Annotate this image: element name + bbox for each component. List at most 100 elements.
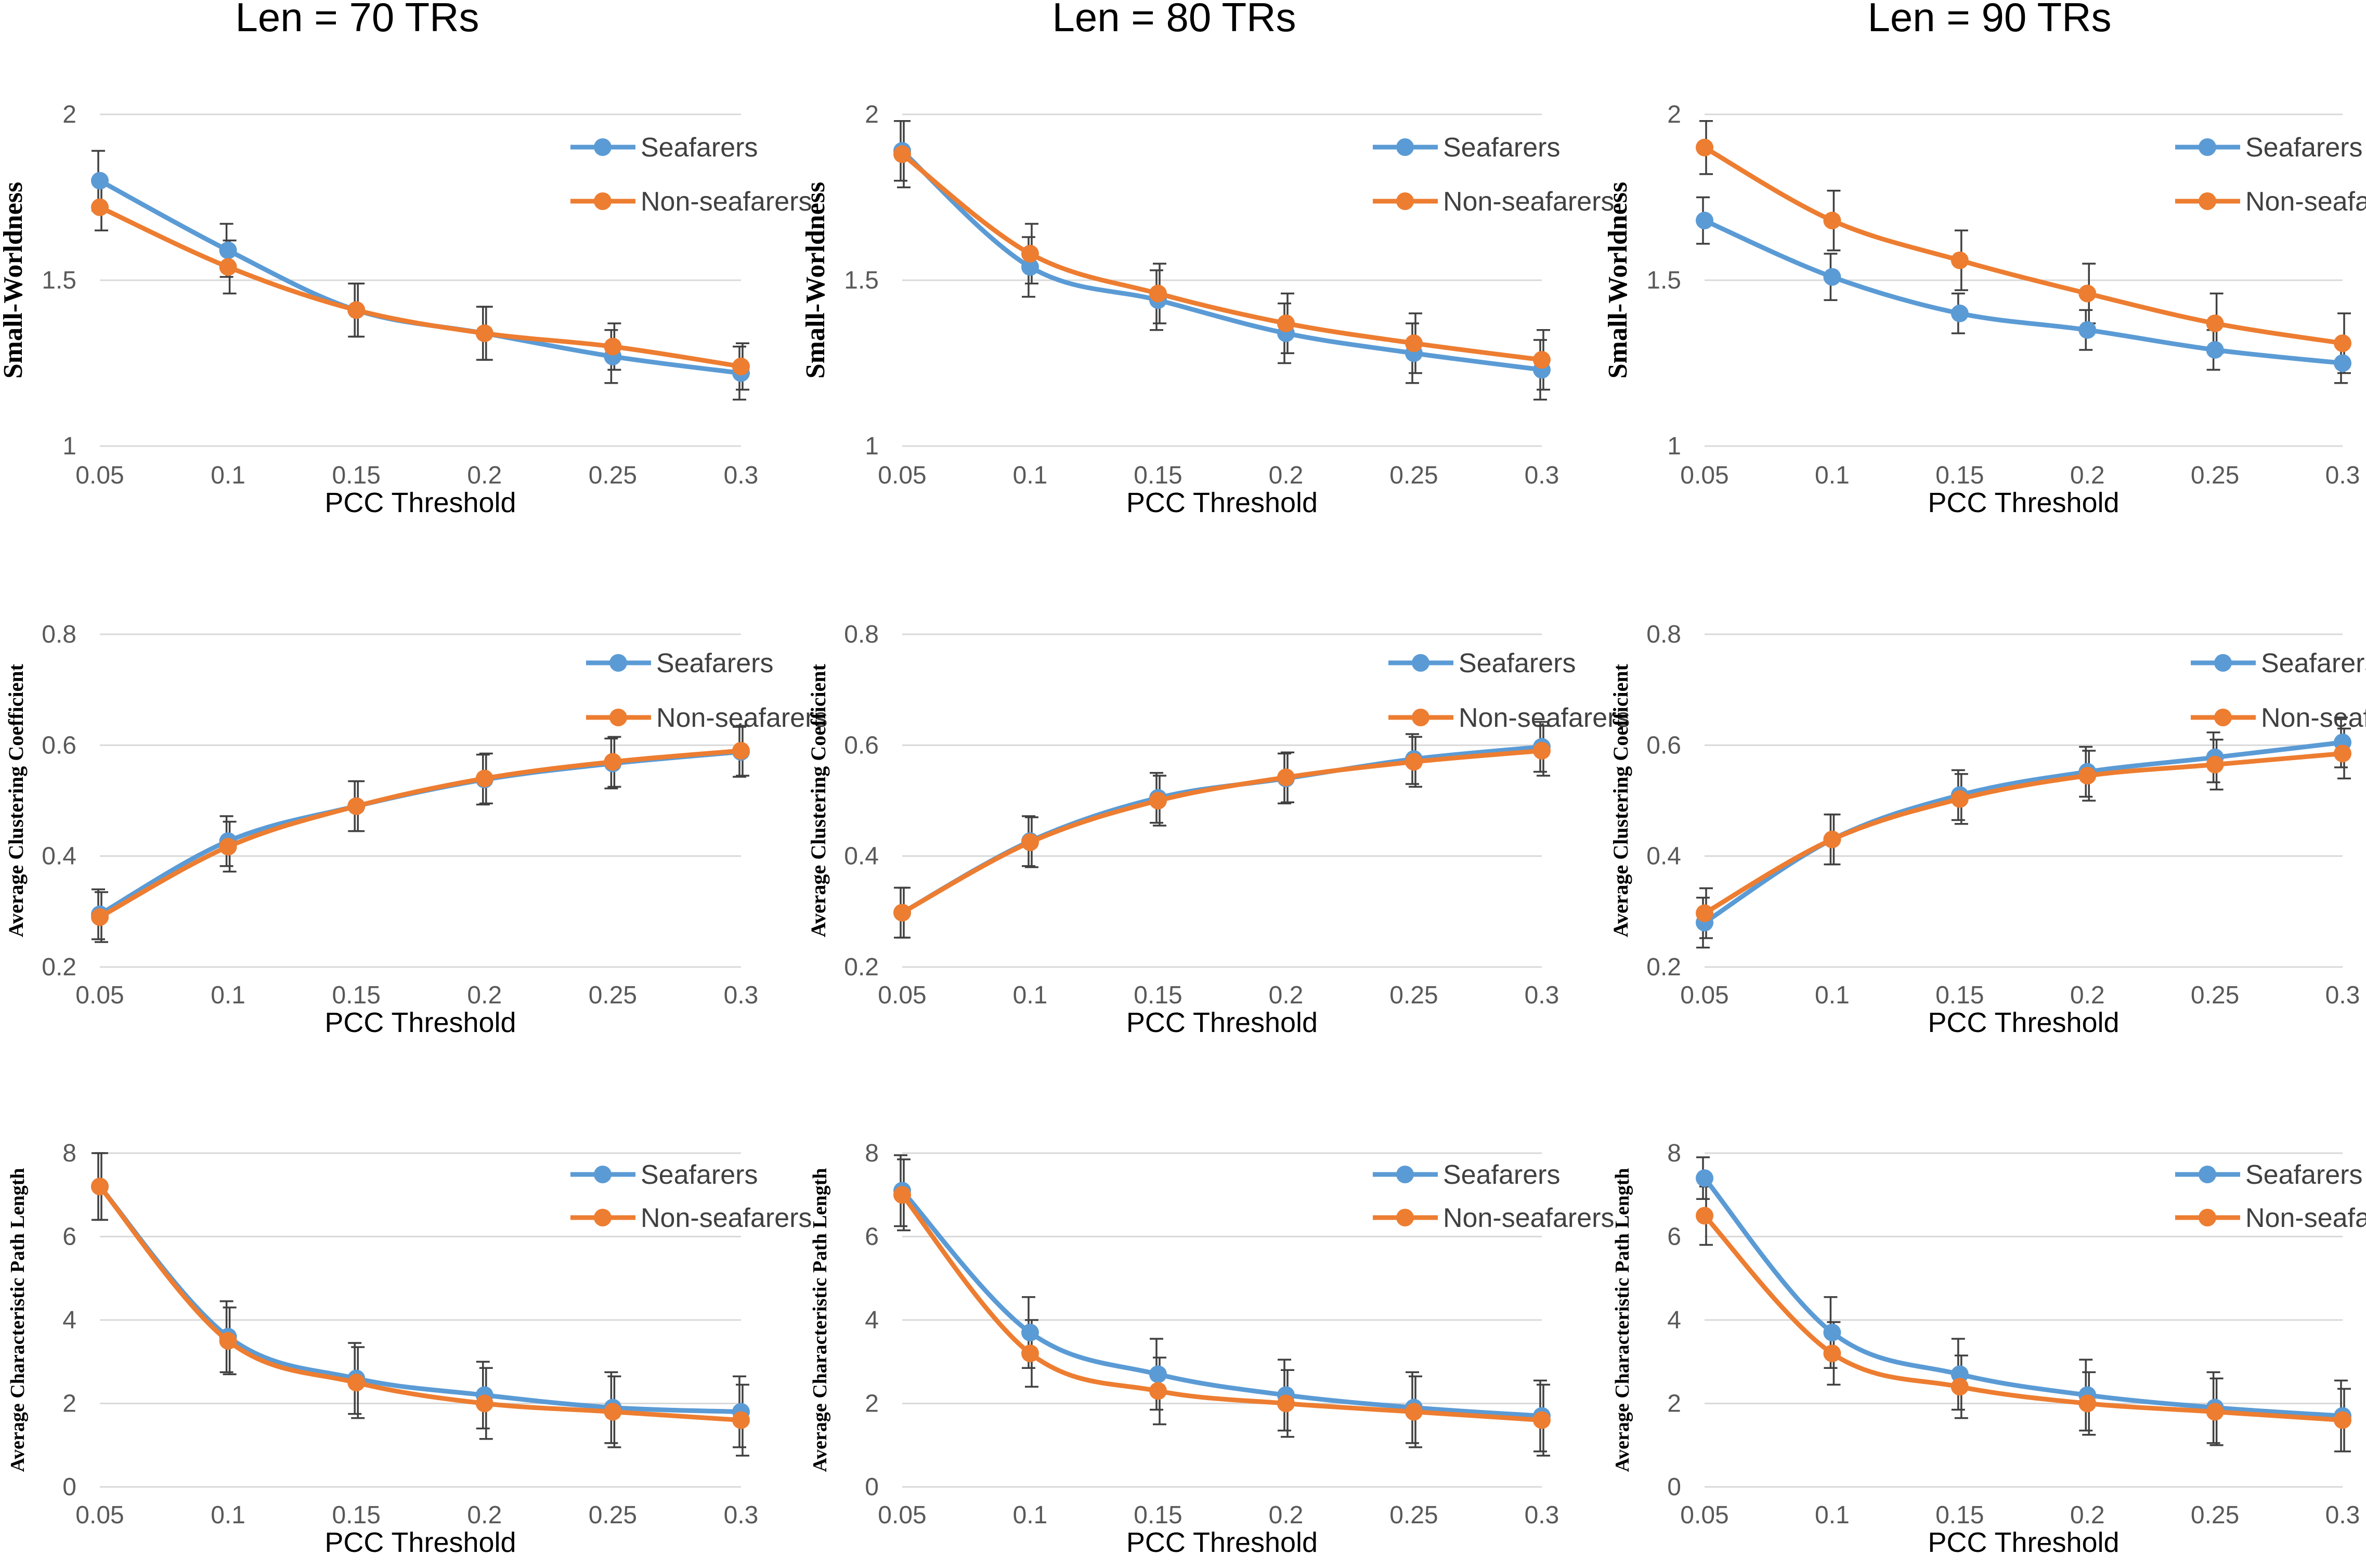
x-tick-label: 0.2 bbox=[467, 982, 502, 1009]
data-point-non-seafarers bbox=[893, 904, 911, 922]
data-point-non-seafarers bbox=[604, 753, 622, 771]
x-axis-label: PCC Threshold bbox=[324, 487, 516, 518]
legend-label: Non-seafarers bbox=[1443, 187, 1614, 217]
chart-small-worldness-len70: 1 1.5 2 0.05 0.1 0.15 0.2 0.25 0.3 PCC Threshold S… bbox=[0, 101, 812, 518]
legend-entry-non-seafarers: Non-seafarers bbox=[2175, 187, 2366, 217]
x-tick-label: 0.15 bbox=[332, 462, 380, 489]
data-point-seafarers bbox=[2078, 321, 2097, 339]
y-tick-label: 2 bbox=[865, 1390, 879, 1418]
data-point-non-seafarers bbox=[1696, 138, 1713, 156]
x-tick-label: 0.05 bbox=[1680, 1501, 1728, 1529]
legend-swatch-marker bbox=[594, 1209, 612, 1226]
x-tick-label: 0.15 bbox=[1134, 982, 1182, 1009]
x-tick-label: 0.25 bbox=[1389, 982, 1438, 1009]
legend-swatch-marker bbox=[1396, 1166, 1414, 1183]
y-axis-label: Average Clustering Coefficient bbox=[807, 663, 830, 937]
data-point-non-seafarers bbox=[2334, 1411, 2351, 1429]
legend-swatch-marker bbox=[1396, 1209, 1414, 1226]
x-tick-label: 0.3 bbox=[2325, 982, 2360, 1009]
data-point-non-seafarers bbox=[2078, 284, 2097, 303]
x-tick-label: 0.1 bbox=[1815, 982, 1850, 1009]
data-point-non-seafarers bbox=[1951, 1378, 1969, 1396]
legend-entry-seafarers: Seafarers bbox=[1373, 133, 1560, 163]
data-point-non-seafarers bbox=[604, 337, 622, 356]
data-point-non-seafarers bbox=[475, 769, 493, 788]
y-tick-label: 0.8 bbox=[42, 621, 76, 648]
chart-small-worldness-len90: 1 1.5 2 0.05 0.1 0.15 0.2 0.25 0.3 PCC Threshold S… bbox=[1603, 101, 2366, 518]
x-tick-label: 0.25 bbox=[2191, 462, 2239, 489]
x-tick-label: 0.1 bbox=[211, 462, 245, 489]
legend-swatch-marker bbox=[1412, 709, 1429, 726]
data-point-non-seafarers bbox=[91, 1178, 109, 1196]
data-point-non-seafarers bbox=[732, 357, 750, 375]
x-tick-label: 0.1 bbox=[1815, 1501, 1850, 1529]
series-line-non-seafarers bbox=[900, 1192, 1544, 1423]
data-point-seafarers bbox=[1021, 1324, 1039, 1342]
legend-swatch-marker bbox=[2214, 709, 2232, 726]
data-point-non-seafarers bbox=[91, 198, 109, 216]
column-title-len-90: Len = 90 TRs bbox=[1867, 0, 2111, 40]
x-tick-label: 0.25 bbox=[2191, 1501, 2239, 1529]
data-point-seafarers bbox=[1696, 1169, 1713, 1187]
legend-swatch-marker bbox=[594, 1166, 612, 1183]
series-line-seafarers bbox=[900, 1188, 1544, 1419]
data-point-non-seafarers bbox=[1149, 1382, 1167, 1400]
data-point-non-seafarers bbox=[1149, 792, 1167, 809]
x-tick-label: 0.1 bbox=[1013, 1501, 1048, 1529]
legend-label: Seafarers bbox=[2261, 648, 2366, 678]
x-tick-label: 0.05 bbox=[1680, 982, 1728, 1009]
legend-label: Seafarers bbox=[641, 1160, 758, 1190]
y-tick-label: 0 bbox=[62, 1473, 76, 1501]
legend-swatch-marker bbox=[609, 654, 627, 672]
data-point-seafarers bbox=[1951, 304, 1969, 322]
x-tick-label: 0.1 bbox=[1815, 462, 1850, 489]
chart-path-length-len80: 0 2 4 6 8 0.05 0.1 0.15 0.2 0.25 0.3 PCC Threshold A… bbox=[809, 1140, 1614, 1558]
data-point-non-seafarers bbox=[1533, 1411, 1551, 1429]
data-point-non-seafarers bbox=[1405, 1403, 1423, 1421]
data-point-non-seafarers bbox=[893, 145, 911, 163]
data-point-non-seafarers bbox=[347, 797, 366, 815]
legend-swatch-marker bbox=[1396, 192, 1414, 210]
y-tick-label: 0.4 bbox=[844, 843, 879, 870]
x-tick-label: 0.2 bbox=[2070, 1501, 2105, 1529]
legend-label: Seafarers bbox=[1443, 1160, 1560, 1190]
legend-label: Seafarers bbox=[2245, 133, 2362, 163]
y-tick-label: 2 bbox=[62, 101, 76, 128]
y-tick-label: 1 bbox=[865, 433, 879, 460]
column-title-len-80: Len = 80 TRs bbox=[1052, 0, 1296, 40]
data-point-non-seafarers bbox=[1021, 833, 1039, 851]
data-point-non-seafarers bbox=[1277, 1394, 1295, 1413]
series-line-non-seafarers bbox=[900, 748, 1544, 915]
y-axis-label: Average Characteristic Path Length bbox=[809, 1168, 831, 1472]
x-axis-label: PCC Threshold bbox=[1928, 1527, 2119, 1558]
y-tick-label: 0.4 bbox=[42, 843, 76, 870]
y-axis-label: Average Characteristic Path Length bbox=[7, 1168, 29, 1472]
legend-swatch-marker bbox=[1412, 654, 1429, 672]
legend-entry-non-seafarers: Non-seafarers bbox=[570, 187, 812, 217]
y-tick-label: 0.6 bbox=[844, 731, 879, 759]
x-tick-label: 0.15 bbox=[1935, 462, 1984, 489]
legend-label: Seafarers bbox=[1459, 648, 1576, 678]
data-point-seafarers bbox=[1021, 258, 1039, 276]
x-tick-label: 0.05 bbox=[75, 1501, 124, 1529]
data-point-non-seafarers bbox=[1533, 351, 1551, 369]
legend-entry-non-seafarers: Non-seafarers bbox=[1388, 703, 1630, 733]
legend-swatch-marker bbox=[2199, 1209, 2216, 1226]
data-point-non-seafarers bbox=[2334, 334, 2351, 352]
legend-swatch-marker bbox=[594, 138, 612, 156]
x-tick-label: 0.3 bbox=[2325, 462, 2360, 489]
legend-swatch-marker bbox=[2214, 654, 2232, 672]
x-tick-label: 0.2 bbox=[2070, 982, 2105, 1009]
legend-entry-seafarers: Seafarers bbox=[570, 133, 758, 163]
y-axis-label: Small-Worldness bbox=[0, 182, 28, 379]
chart-clustering-coefficient-len80: 0.2 0.4 0.6 0.8 0.05 0.1 0.15 0.2 0.25 0.3 PCC Thr… bbox=[807, 621, 1630, 1038]
x-tick-label: 0.3 bbox=[2325, 1501, 2360, 1529]
legend-entry-non-seafarers: Non-seafarers bbox=[2191, 703, 2366, 733]
data-point-seafarers bbox=[91, 172, 109, 190]
chart-path-length-len90: 0 2 4 6 8 0.05 0.1 0.15 0.2 0.25 0.3 PCC Threshold A… bbox=[1611, 1140, 2366, 1558]
data-point-non-seafarers bbox=[1823, 1344, 1841, 1363]
x-tick-label: 0.05 bbox=[878, 982, 926, 1009]
y-tick-label: 8 bbox=[865, 1140, 879, 1167]
y-tick-label: 1.5 bbox=[844, 267, 879, 294]
